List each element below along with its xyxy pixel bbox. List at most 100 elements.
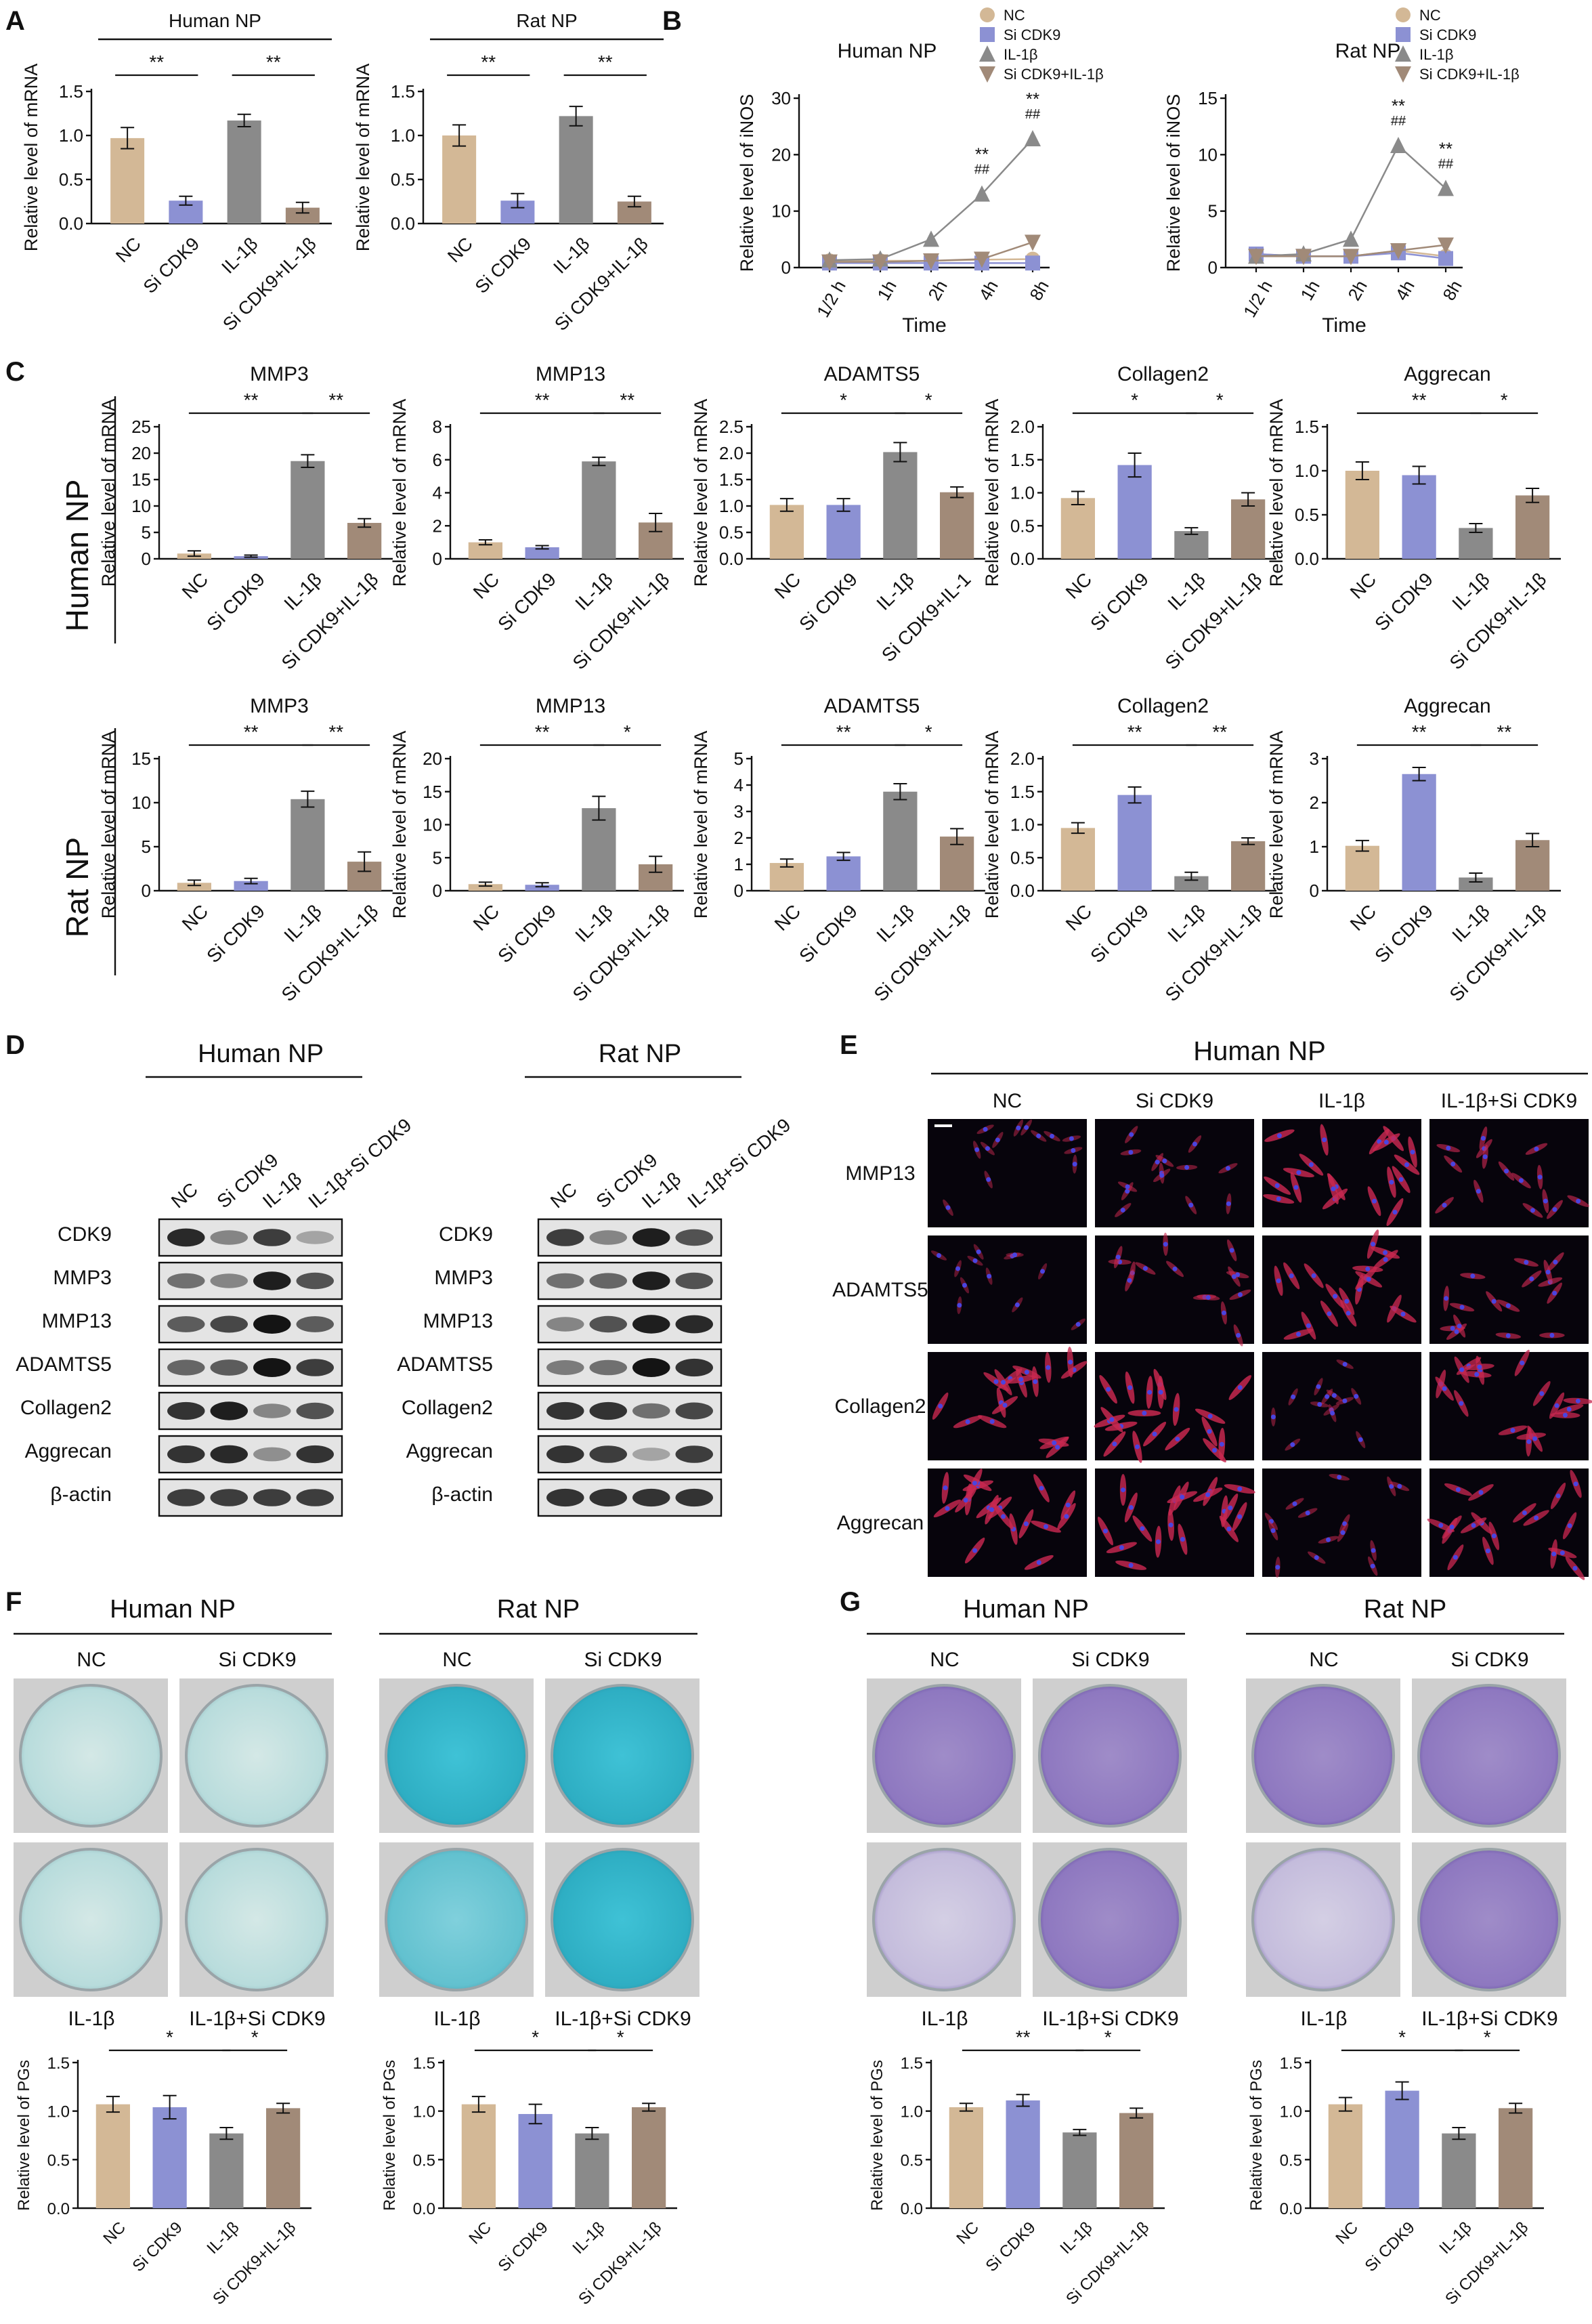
cell-nucleus (1128, 1563, 1134, 1568)
y-tick-label: 1.5 (47, 2054, 70, 2073)
protein-label: MMP3 (53, 1267, 112, 1289)
bar (575, 2133, 609, 2208)
cell-nucleus (1296, 1332, 1301, 1337)
significance-label: ** (1412, 721, 1427, 742)
category-label: IL-1β (1056, 2218, 1096, 2258)
cell-nucleus (1036, 1133, 1041, 1139)
cell-nucleus (1231, 1274, 1236, 1280)
chart-title: Collagen2 (1117, 695, 1209, 717)
cell-nucleus (1016, 1125, 1021, 1131)
marker-triangle-down (1025, 234, 1041, 251)
y-tick-label: 0.5 (59, 169, 83, 190)
x-tick-label: 8h (1438, 277, 1465, 304)
cell-nucleus (1001, 1380, 1006, 1385)
condition-label: NC (77, 1649, 106, 1671)
marker-triangle-down (1390, 243, 1406, 259)
y-axis-label: Relative level of mRNA (389, 731, 410, 919)
y-tick-label: 2.0 (1010, 748, 1035, 769)
protein-label: β-actin (431, 1483, 493, 1506)
y-tick-label: 1.5 (1010, 782, 1035, 802)
bar (266, 2108, 301, 2208)
bar (1174, 876, 1209, 891)
marker-triangle-up (1438, 179, 1454, 196)
cell-nucleus (963, 1498, 968, 1503)
cell-nucleus (1450, 1326, 1455, 1331)
y-axis-label: Relative level of mRNA (1266, 399, 1287, 587)
blot-band (546, 1317, 584, 1332)
blot-band (210, 1401, 248, 1420)
y-tick-label: 1.5 (901, 2054, 923, 2073)
cell-nucleus (985, 1146, 990, 1152)
y-tick-label: 2 (734, 828, 744, 848)
condition-label: IL-1β+Si CDK9 (1421, 2008, 1558, 2030)
marker-triangle-down (1248, 249, 1264, 266)
culture-dish (19, 1848, 163, 1991)
cell-nucleus (1046, 1365, 1051, 1370)
bar (582, 808, 616, 891)
significance-label: * (251, 2027, 259, 2048)
cell-nucleus (1510, 1428, 1515, 1433)
blot-band (210, 1315, 248, 1333)
cell-nucleus (1120, 1207, 1125, 1212)
y-axis-label: Relative level of mRNA (1266, 731, 1287, 919)
y-tick-label: 3 (734, 801, 744, 822)
cell-nucleus (1109, 1417, 1115, 1422)
blot-band (632, 1358, 670, 1377)
cell-nucleus (945, 1506, 950, 1511)
significance-label: ** (1392, 96, 1405, 116)
chart-title: MMP3 (250, 363, 309, 385)
cell-nucleus (1449, 1524, 1455, 1529)
y-tick-label: 0.5 (901, 2151, 923, 2170)
y-tick-label: 15 (131, 748, 151, 769)
cell-nucleus (1524, 1260, 1529, 1265)
panel-title: Rat NP (497, 1595, 580, 1624)
blot-band (675, 1488, 713, 1507)
cell-nucleus (1478, 1490, 1484, 1495)
y-tick-label: 8 (433, 417, 442, 437)
x-tick-label: 8h (1025, 277, 1052, 304)
cell-nucleus (1342, 1398, 1348, 1403)
bar (110, 138, 145, 224)
cell-nucleus (1270, 1528, 1276, 1534)
legend-label: Si CDK9+IL-1β (1004, 66, 1104, 83)
significance-label: ** (1127, 721, 1142, 742)
y-tick-label: 1.5 (1010, 450, 1035, 470)
culture-dish (872, 1848, 1016, 1991)
blot-band (296, 1231, 334, 1244)
significance-label: * (1216, 389, 1224, 410)
blot-band (167, 1316, 205, 1332)
cell-nucleus (1175, 1437, 1180, 1442)
category-label: IL-1β (1163, 568, 1209, 614)
y-tick-label: 1.5 (413, 2054, 435, 2073)
cell-nucleus (1539, 1391, 1545, 1396)
chart-title: Human NP (169, 10, 261, 31)
blot-band (253, 1271, 291, 1290)
bar (1006, 2100, 1040, 2208)
y-tick-label: 1.0 (1010, 815, 1035, 835)
category-label: Si CDK9 (129, 2218, 186, 2275)
y-tick-label: 0 (1208, 257, 1218, 278)
blot-band (210, 1359, 248, 1376)
significance-label: * (1398, 2027, 1406, 2048)
panel-a: Human NP 0.0 0.5 1.0 1.5 Relative level of mR… (21, 10, 664, 335)
cell-nucleus (1184, 1165, 1190, 1170)
bar (234, 881, 268, 891)
y-tick-label: 1.5 (719, 469, 744, 490)
cell-nucleus (1128, 1505, 1134, 1510)
significance-label: * (925, 721, 932, 742)
fluorescence-image (928, 1119, 1087, 1227)
cell-nucleus (976, 1249, 981, 1254)
y-axis-label: Relative level of PGs (1247, 2060, 1266, 2211)
y-axis-label: Relative level of mRNA (21, 64, 41, 252)
category-label: Si CDK9+IL-1β (569, 568, 674, 673)
cell-nucleus (1534, 1515, 1539, 1521)
cell-nucleus (1398, 1177, 1404, 1182)
cell-nucleus (1549, 1332, 1555, 1338)
bar (1117, 465, 1152, 559)
blot-band (296, 1316, 334, 1332)
cell-nucleus (1340, 1530, 1346, 1536)
marker-square (1438, 251, 1453, 266)
